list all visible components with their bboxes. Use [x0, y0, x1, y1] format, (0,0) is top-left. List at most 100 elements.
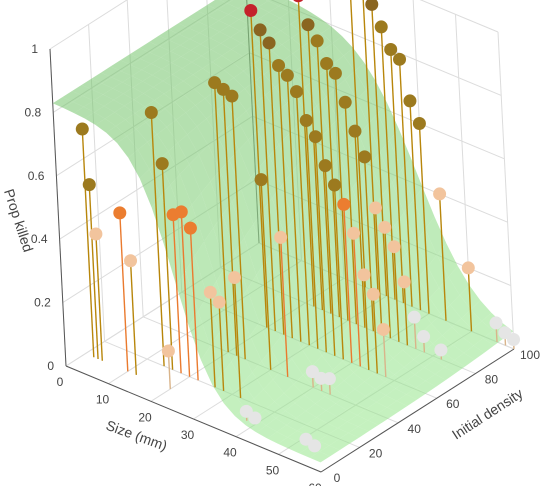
surface-patch [310, 18, 332, 34]
data-point[interactable] [262, 36, 276, 50]
data-point[interactable] [212, 295, 226, 309]
data-point[interactable] [393, 52, 407, 66]
surface-patch [442, 327, 463, 346]
data-point[interactable] [244, 4, 258, 18]
data-point[interactable] [358, 150, 372, 164]
data-point[interactable] [292, 0, 305, 3]
data-point[interactable] [308, 439, 322, 453]
data-point[interactable] [403, 94, 417, 108]
data-point[interactable] [397, 275, 411, 289]
surface-patch [462, 329, 484, 346]
surface-patch [220, 37, 242, 50]
surface-patch [405, 374, 426, 388]
z-tick-label: 0.4 [31, 232, 48, 246]
surface-patch [278, 134, 301, 174]
point-drop-line [344, 102, 358, 325]
data-point[interactable] [322, 372, 336, 386]
point-drop-line [363, 274, 370, 370]
data-point[interactable] [155, 157, 169, 171]
surface-patch [188, 21, 210, 33]
y-axis-line [320, 348, 515, 473]
data-point[interactable] [301, 18, 315, 32]
surface-patch [117, 136, 138, 158]
data-point[interactable] [203, 285, 217, 299]
data-point[interactable] [366, 287, 380, 301]
data-point[interactable] [407, 310, 421, 324]
surface-patch [194, 241, 217, 296]
data-point[interactable] [328, 66, 342, 80]
data-point[interactable] [299, 113, 313, 127]
data-point[interactable] [374, 20, 388, 34]
surface-patch [168, 142, 190, 175]
surface-patch [223, 393, 245, 417]
data-point[interactable] [274, 230, 288, 244]
data-point[interactable] [507, 332, 521, 346]
data-point[interactable] [113, 206, 127, 220]
point-drop-line [260, 179, 272, 370]
data-point[interactable] [387, 240, 401, 254]
data-point[interactable] [248, 411, 262, 425]
surface-patch [335, 396, 357, 410]
surface-patch [227, 0, 248, 9]
point-drop-line [343, 204, 353, 363]
surface-patch [150, 46, 171, 58]
data-point[interactable] [174, 205, 188, 219]
surface-patch [334, 380, 355, 397]
surface-patch [283, 53, 304, 73]
surface-patch [121, 64, 142, 77]
surface-patch [236, 110, 258, 140]
data-point[interactable] [89, 227, 103, 241]
data-point[interactable] [82, 178, 96, 192]
surface-patch [345, 389, 366, 403]
data-point[interactable] [254, 173, 268, 187]
data-point[interactable] [75, 122, 89, 136]
surface-patch [208, 9, 229, 21]
data-point[interactable] [378, 220, 392, 234]
data-point[interactable] [357, 268, 371, 282]
data-point[interactable] [348, 124, 362, 138]
data-point[interactable] [290, 85, 303, 99]
data-point[interactable] [347, 226, 361, 240]
data-point[interactable] [280, 68, 294, 82]
data-point[interactable] [384, 42, 398, 56]
surface-patch [270, 17, 291, 31]
data-point[interactable] [328, 178, 341, 192]
data-point[interactable] [183, 221, 197, 235]
data-point[interactable] [272, 59, 286, 73]
data-point[interactable] [225, 89, 239, 103]
data-point[interactable] [337, 197, 351, 211]
surface-patch [81, 78, 102, 90]
surface-patch [376, 395, 397, 408]
surface-patch [63, 101, 84, 114]
data-point[interactable] [124, 254, 138, 268]
surface-patch [210, 31, 231, 44]
data-point[interactable] [369, 201, 382, 215]
data-point[interactable] [308, 130, 322, 144]
data-point[interactable] [161, 344, 175, 358]
data-point[interactable] [434, 343, 448, 357]
surface-patch [296, 410, 317, 425]
data-point[interactable] [461, 261, 475, 275]
point-drop-line [333, 184, 344, 360]
data-point[interactable] [318, 159, 332, 173]
surface-patch [387, 400, 408, 413]
data-point[interactable] [310, 34, 324, 48]
surface-patch [105, 112, 126, 127]
data-point[interactable] [417, 330, 431, 344]
surface-patch [357, 408, 378, 421]
data-point[interactable] [489, 316, 503, 330]
data-point[interactable] [376, 322, 390, 336]
data-point[interactable] [412, 116, 426, 130]
data-point[interactable] [253, 23, 267, 37]
data-point[interactable] [365, 0, 379, 11]
data-point[interactable] [338, 95, 352, 109]
surface-patch [354, 381, 376, 397]
point-drop-line [277, 65, 293, 339]
data-point[interactable] [144, 106, 158, 120]
data-point[interactable] [228, 270, 242, 284]
point-drop-line [218, 302, 225, 391]
data-point[interactable] [320, 56, 334, 70]
x-tick-label: 20 [138, 410, 152, 424]
data-point[interactable] [433, 187, 447, 201]
